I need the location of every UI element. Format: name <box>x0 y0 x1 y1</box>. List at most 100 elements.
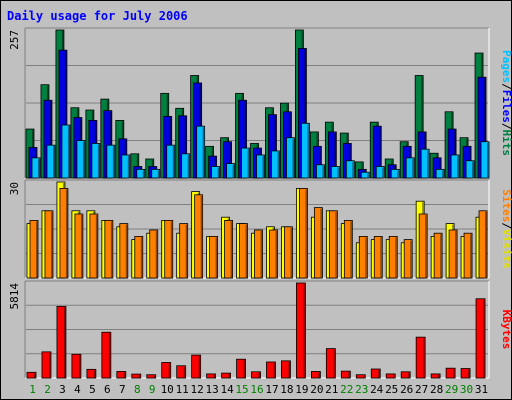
bar-sites-day-31 <box>478 210 488 279</box>
x-label-day-3: 3 <box>59 383 66 396</box>
bar-shade <box>408 372 410 378</box>
bar-pages-day-16 <box>256 154 265 179</box>
bar-pages-day-24 <box>375 166 385 179</box>
bar-shade <box>337 167 339 178</box>
bar-shade <box>303 284 305 378</box>
bar-shade <box>307 124 309 178</box>
bar-shade <box>320 208 322 278</box>
bar-shade <box>318 372 320 378</box>
panel-bottom: 5814 KBytes <box>8 280 512 379</box>
bar-sites-day-6 <box>104 219 114 279</box>
bar-sites-day-16 <box>254 229 263 279</box>
panel-middle: 30 Sites/Visits <box>8 179 512 279</box>
bar-sites-day-19 <box>299 187 308 279</box>
bar-sites-day-22 <box>343 219 353 279</box>
bar-pages-day-2 <box>46 144 56 179</box>
bar-kbytes-day-22 <box>340 370 351 379</box>
bar-shade <box>438 374 440 378</box>
right-label-bottom: KBytes <box>500 310 512 350</box>
bar-sites-day-30 <box>463 232 473 279</box>
bar-sites-day-28 <box>433 232 443 279</box>
y-max-label: 30 <box>8 182 21 195</box>
bar-pages-day-21 <box>330 166 340 179</box>
bar-shade <box>108 333 111 378</box>
bar-shade <box>125 224 128 278</box>
bar-kbytes-day-28 <box>430 373 441 379</box>
bar-shade <box>290 227 292 278</box>
bar-pages-day-8 <box>136 168 146 179</box>
x-label-day-4: 4 <box>74 383 81 396</box>
chart-title: Daily usage for July 2006 <box>7 9 188 23</box>
bar-shade <box>138 375 141 378</box>
bar-shade <box>168 363 171 378</box>
bar-kbytes-day-17 <box>266 361 276 379</box>
bar-kbytes-day-3 <box>56 306 67 379</box>
bar-shade <box>363 375 365 378</box>
bar-shade <box>439 158 441 178</box>
bar-shade <box>213 374 216 378</box>
x-label-day-19: 19 <box>295 383 308 396</box>
x-label-day-12: 12 <box>190 383 203 396</box>
bar-pages-day-10 <box>166 144 176 179</box>
bar-shade <box>232 164 235 178</box>
bar-sites-day-24 <box>373 235 383 279</box>
bar-shade <box>334 132 336 178</box>
bar-shade <box>202 127 205 178</box>
bar-shade <box>453 369 455 378</box>
bar-pages-day-28 <box>435 168 445 179</box>
bar-shade <box>352 161 354 178</box>
bar-sites-day-1 <box>29 219 39 279</box>
bar-pages-day-14 <box>226 163 235 179</box>
right-label-top: Pages/Files/Hits <box>500 50 512 156</box>
bar-kbytes-day-13 <box>206 373 217 379</box>
bar-sites-day-7 <box>119 223 129 279</box>
bar-shade <box>440 234 442 278</box>
x-label-day-26: 26 <box>400 383 413 396</box>
x-label-day-31: 31 <box>475 383 488 396</box>
x-label-day-17: 17 <box>265 383 278 396</box>
x-label-day-11: 11 <box>176 383 189 396</box>
panel-top: 257 Pages/Files/Hits <box>8 27 512 179</box>
bar-shade <box>483 299 485 378</box>
bar-kbytes-day-27 <box>415 336 426 379</box>
bar-sites-day-3 <box>59 187 69 279</box>
bar-shade <box>112 146 115 178</box>
bar-pages-day-4 <box>76 140 86 179</box>
x-label-day-8: 8 <box>134 383 141 396</box>
bar-kbytes-day-21 <box>325 348 336 379</box>
bar-shade <box>183 366 186 378</box>
bar-kbytes-day-31 <box>475 298 486 379</box>
bar-shade <box>380 237 382 278</box>
bar-pages-day-18 <box>286 137 295 179</box>
bar-kbytes-day-14 <box>221 372 231 379</box>
bar-sites-day-21 <box>328 210 338 279</box>
bar-shade <box>184 116 187 178</box>
bar-kbytes-day-24 <box>370 368 381 379</box>
bar-shade <box>365 237 367 278</box>
bar-shade <box>470 234 472 278</box>
bar-shade <box>455 231 457 278</box>
bar-kbytes-day-8 <box>131 373 142 379</box>
bar-kbytes-day-5 <box>86 368 97 379</box>
bar-shade <box>93 370 96 378</box>
bar-shade <box>333 349 335 378</box>
bar-shade <box>243 360 246 378</box>
bar-sites-day-15 <box>239 223 248 279</box>
x-label-day-1: 1 <box>29 383 36 396</box>
bar-kbytes-day-29 <box>445 367 456 379</box>
bar-shade <box>258 372 261 378</box>
x-label-day-13: 13 <box>205 383 218 396</box>
bar-shade <box>198 356 201 378</box>
x-label-day-15: 15 <box>235 383 248 396</box>
bar-shade <box>64 51 67 178</box>
x-label-day-27: 27 <box>415 383 428 396</box>
bar-shade <box>228 374 231 378</box>
bar-shade <box>367 173 369 178</box>
bar-shade <box>187 154 190 178</box>
bar-shade <box>140 237 143 278</box>
bar-sites-day-13 <box>209 235 219 279</box>
bar-shade <box>229 142 232 178</box>
bar-shade <box>247 149 250 178</box>
bar-pages-day-15 <box>241 147 250 179</box>
bar-shade <box>348 372 350 378</box>
